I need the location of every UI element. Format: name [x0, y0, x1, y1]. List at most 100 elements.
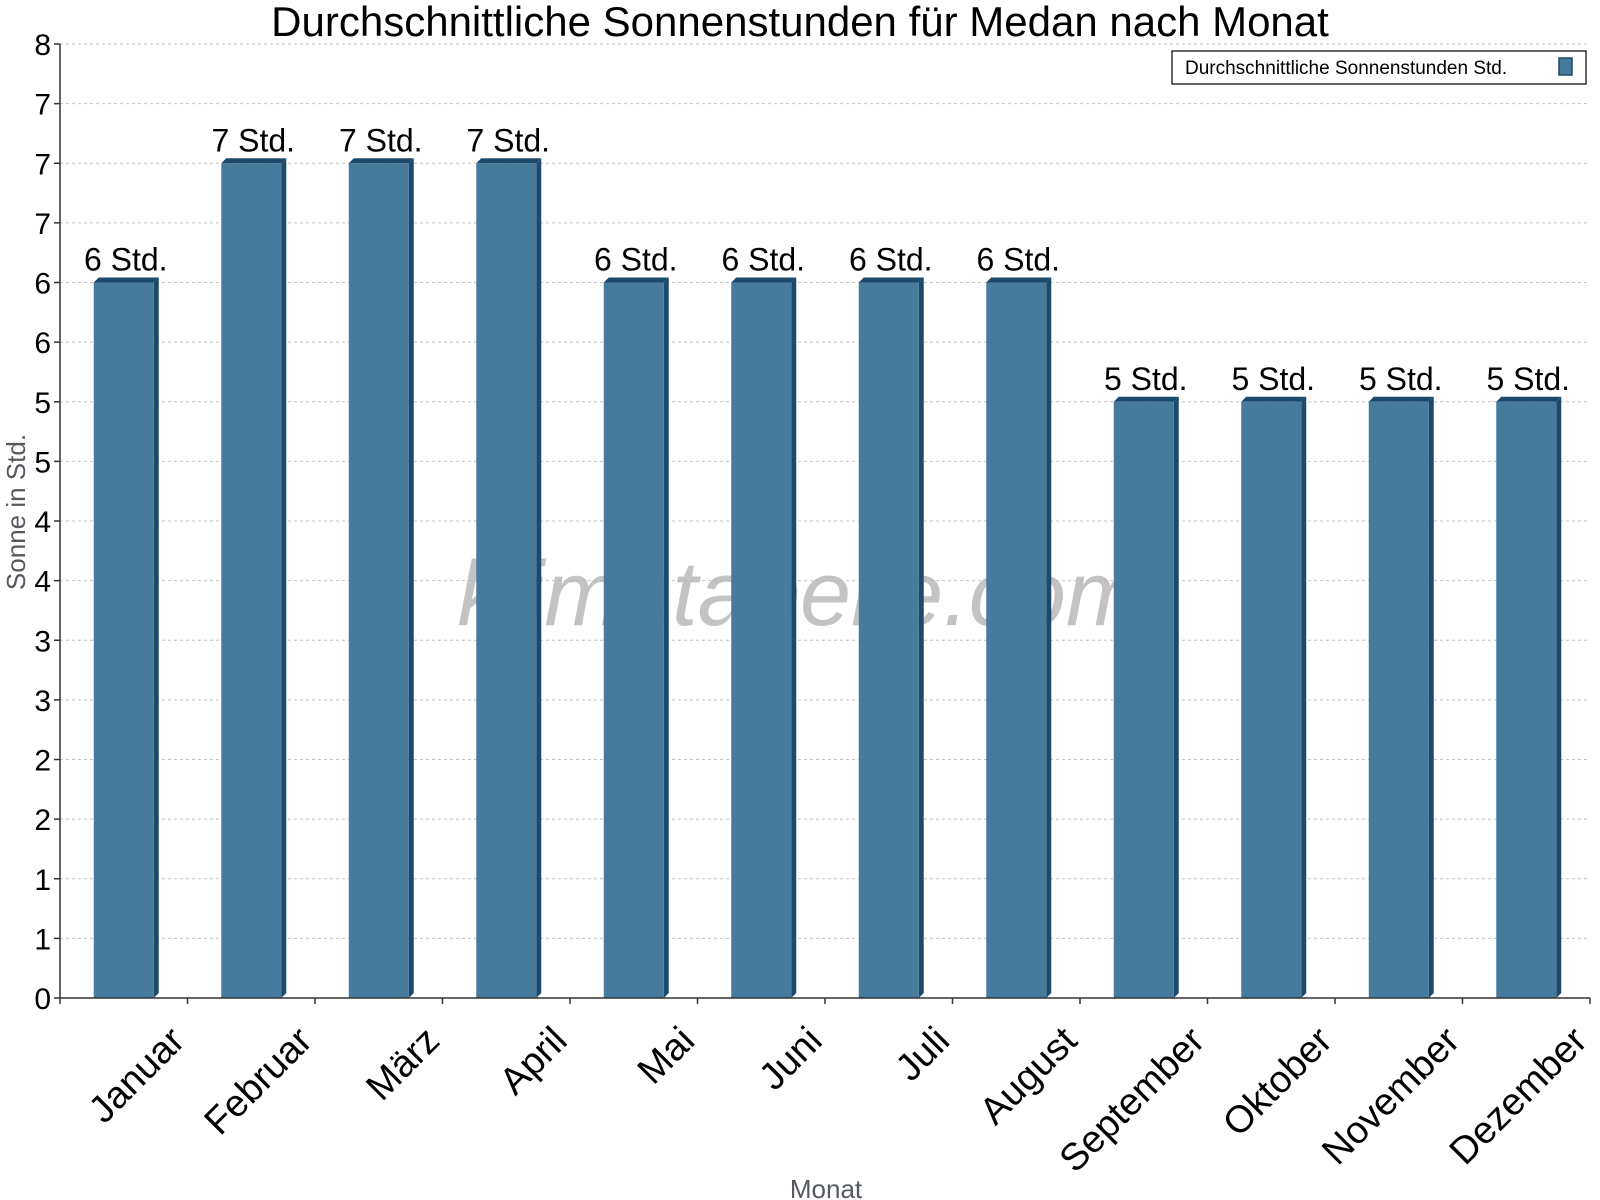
y-tick-label: 7: [34, 89, 51, 122]
data-label: 6 Std.: [976, 242, 1060, 278]
x-axis-label: Monat: [790, 1174, 863, 1200]
y-tick-label: 6: [34, 327, 51, 360]
bar-side: [1301, 396, 1307, 998]
y-tick-label: 1: [34, 864, 51, 897]
bar-top: [731, 277, 797, 283]
bar: [731, 277, 797, 998]
bar: [476, 158, 542, 998]
bar-top: [858, 277, 924, 283]
x-tick-label: Januar: [81, 1019, 193, 1131]
data-label: 7 Std.: [466, 122, 550, 158]
x-tick-label: März: [359, 1019, 448, 1108]
bar-front: [93, 282, 154, 998]
y-tick-label: 3: [34, 625, 51, 658]
x-tick-label: November: [1314, 1019, 1468, 1173]
legend-box: [1171, 50, 1587, 85]
y-tick-label: 0: [34, 983, 51, 1016]
bar-front: [348, 163, 409, 998]
bar-top: [1241, 396, 1307, 402]
data-label: 5 Std.: [1486, 361, 1570, 397]
y-tick-labels: 0 1 1 2 2 3 3 4 4 5 5 6 6 7 7 7 8: [34, 29, 51, 1016]
bar-side: [1556, 396, 1562, 998]
x-tick-labels: Januar Februar März April Mai Juni Juli AugustS…: [81, 1019, 1596, 1180]
bar-front: [1113, 401, 1174, 998]
bar-front: [858, 282, 919, 998]
bar-front: [476, 163, 537, 998]
bar-front: [1241, 401, 1302, 998]
bar-top: [1368, 396, 1434, 402]
y-tick-label: 3: [34, 685, 51, 718]
bar-top: [986, 277, 1052, 283]
bar-side: [663, 277, 669, 998]
bar: [1241, 396, 1307, 998]
data-label: 6 Std.: [594, 242, 678, 278]
bar-front: [986, 282, 1047, 998]
bar-top: [603, 277, 669, 283]
bar-top: [1113, 396, 1179, 402]
bar-front: [1368, 401, 1429, 998]
x-tick-label: Juni: [751, 1019, 830, 1098]
bar-side: [1428, 396, 1434, 998]
bar: [348, 158, 414, 998]
bar-side: [153, 277, 159, 998]
x-tick-label: Juli: [888, 1019, 958, 1089]
bar-side: [281, 158, 287, 998]
bar-side: [1046, 277, 1052, 998]
bar: [986, 277, 1052, 998]
chart-title: Durchschnittliche Sonnenstunden für Meda…: [271, 0, 1329, 45]
bar-side: [918, 277, 924, 998]
data-label: 5 Std.: [1359, 361, 1443, 397]
y-tick-label: 1: [34, 923, 51, 956]
bar-top: [93, 277, 159, 283]
bar-side: [791, 277, 797, 998]
y-tick-label: 4: [34, 566, 51, 599]
data-label: 7 Std.: [339, 122, 423, 158]
legend: Durchschnittliche Sonnenstunden Std.: [1171, 50, 1587, 85]
y-tick-label: 2: [34, 804, 51, 837]
data-label: 7 Std.: [211, 122, 295, 158]
y-tick-label: 4: [34, 506, 51, 539]
bar-side: [536, 158, 542, 998]
y-tick-label: 5: [34, 446, 51, 479]
bar: [1368, 396, 1434, 998]
bar: [1113, 396, 1179, 998]
bars: [93, 158, 1562, 998]
bar-front: [221, 163, 282, 998]
y-tick-label: 7: [34, 148, 51, 181]
bar-side: [1173, 396, 1179, 998]
bar: [1496, 396, 1562, 998]
bar-top: [221, 158, 287, 164]
x-tick-label: Februar: [197, 1019, 321, 1143]
x-tick-label: Oktober: [1215, 1019, 1341, 1145]
bar-front: [1496, 401, 1557, 998]
legend-swatch: [1558, 57, 1573, 76]
y-tick-label: 2: [34, 745, 51, 778]
bar: [93, 277, 159, 998]
x-tick-label: Mai: [630, 1019, 703, 1092]
bar-top: [348, 158, 414, 164]
bar-top: [476, 158, 542, 164]
y-tick-label: 7: [34, 208, 51, 241]
data-labels: 6 Std. 7 Std. 7 Std. 7 Std. 6 Std. 6 Std. 6 St…: [84, 122, 1570, 397]
bar-front: [731, 282, 792, 998]
bar-front: [603, 282, 664, 998]
axes: [54, 43, 1591, 1004]
y-axis-label: Sonne in Std.: [1, 434, 31, 590]
bar: [221, 158, 287, 998]
data-label: 5 Std.: [1104, 361, 1188, 397]
x-tick-label: April: [492, 1019, 575, 1102]
legend-entry-label: Durchschnittliche Sonnenstunden Std.: [1185, 58, 1507, 79]
data-label: 5 Std.: [1231, 361, 1315, 397]
y-tick-label: 6: [34, 268, 51, 301]
bar: [858, 277, 924, 998]
bar-side: [408, 158, 414, 998]
x-tick-label: August: [972, 1019, 1086, 1133]
data-label: 6 Std.: [84, 242, 168, 278]
bar: [603, 277, 669, 998]
x-tick-label: Dezember: [1442, 1019, 1596, 1173]
data-label: 6 Std.: [849, 242, 933, 278]
y-tick-label: 8: [34, 29, 51, 62]
data-label: 6 Std.: [721, 242, 805, 278]
gridlines: [60, 43, 1590, 939]
